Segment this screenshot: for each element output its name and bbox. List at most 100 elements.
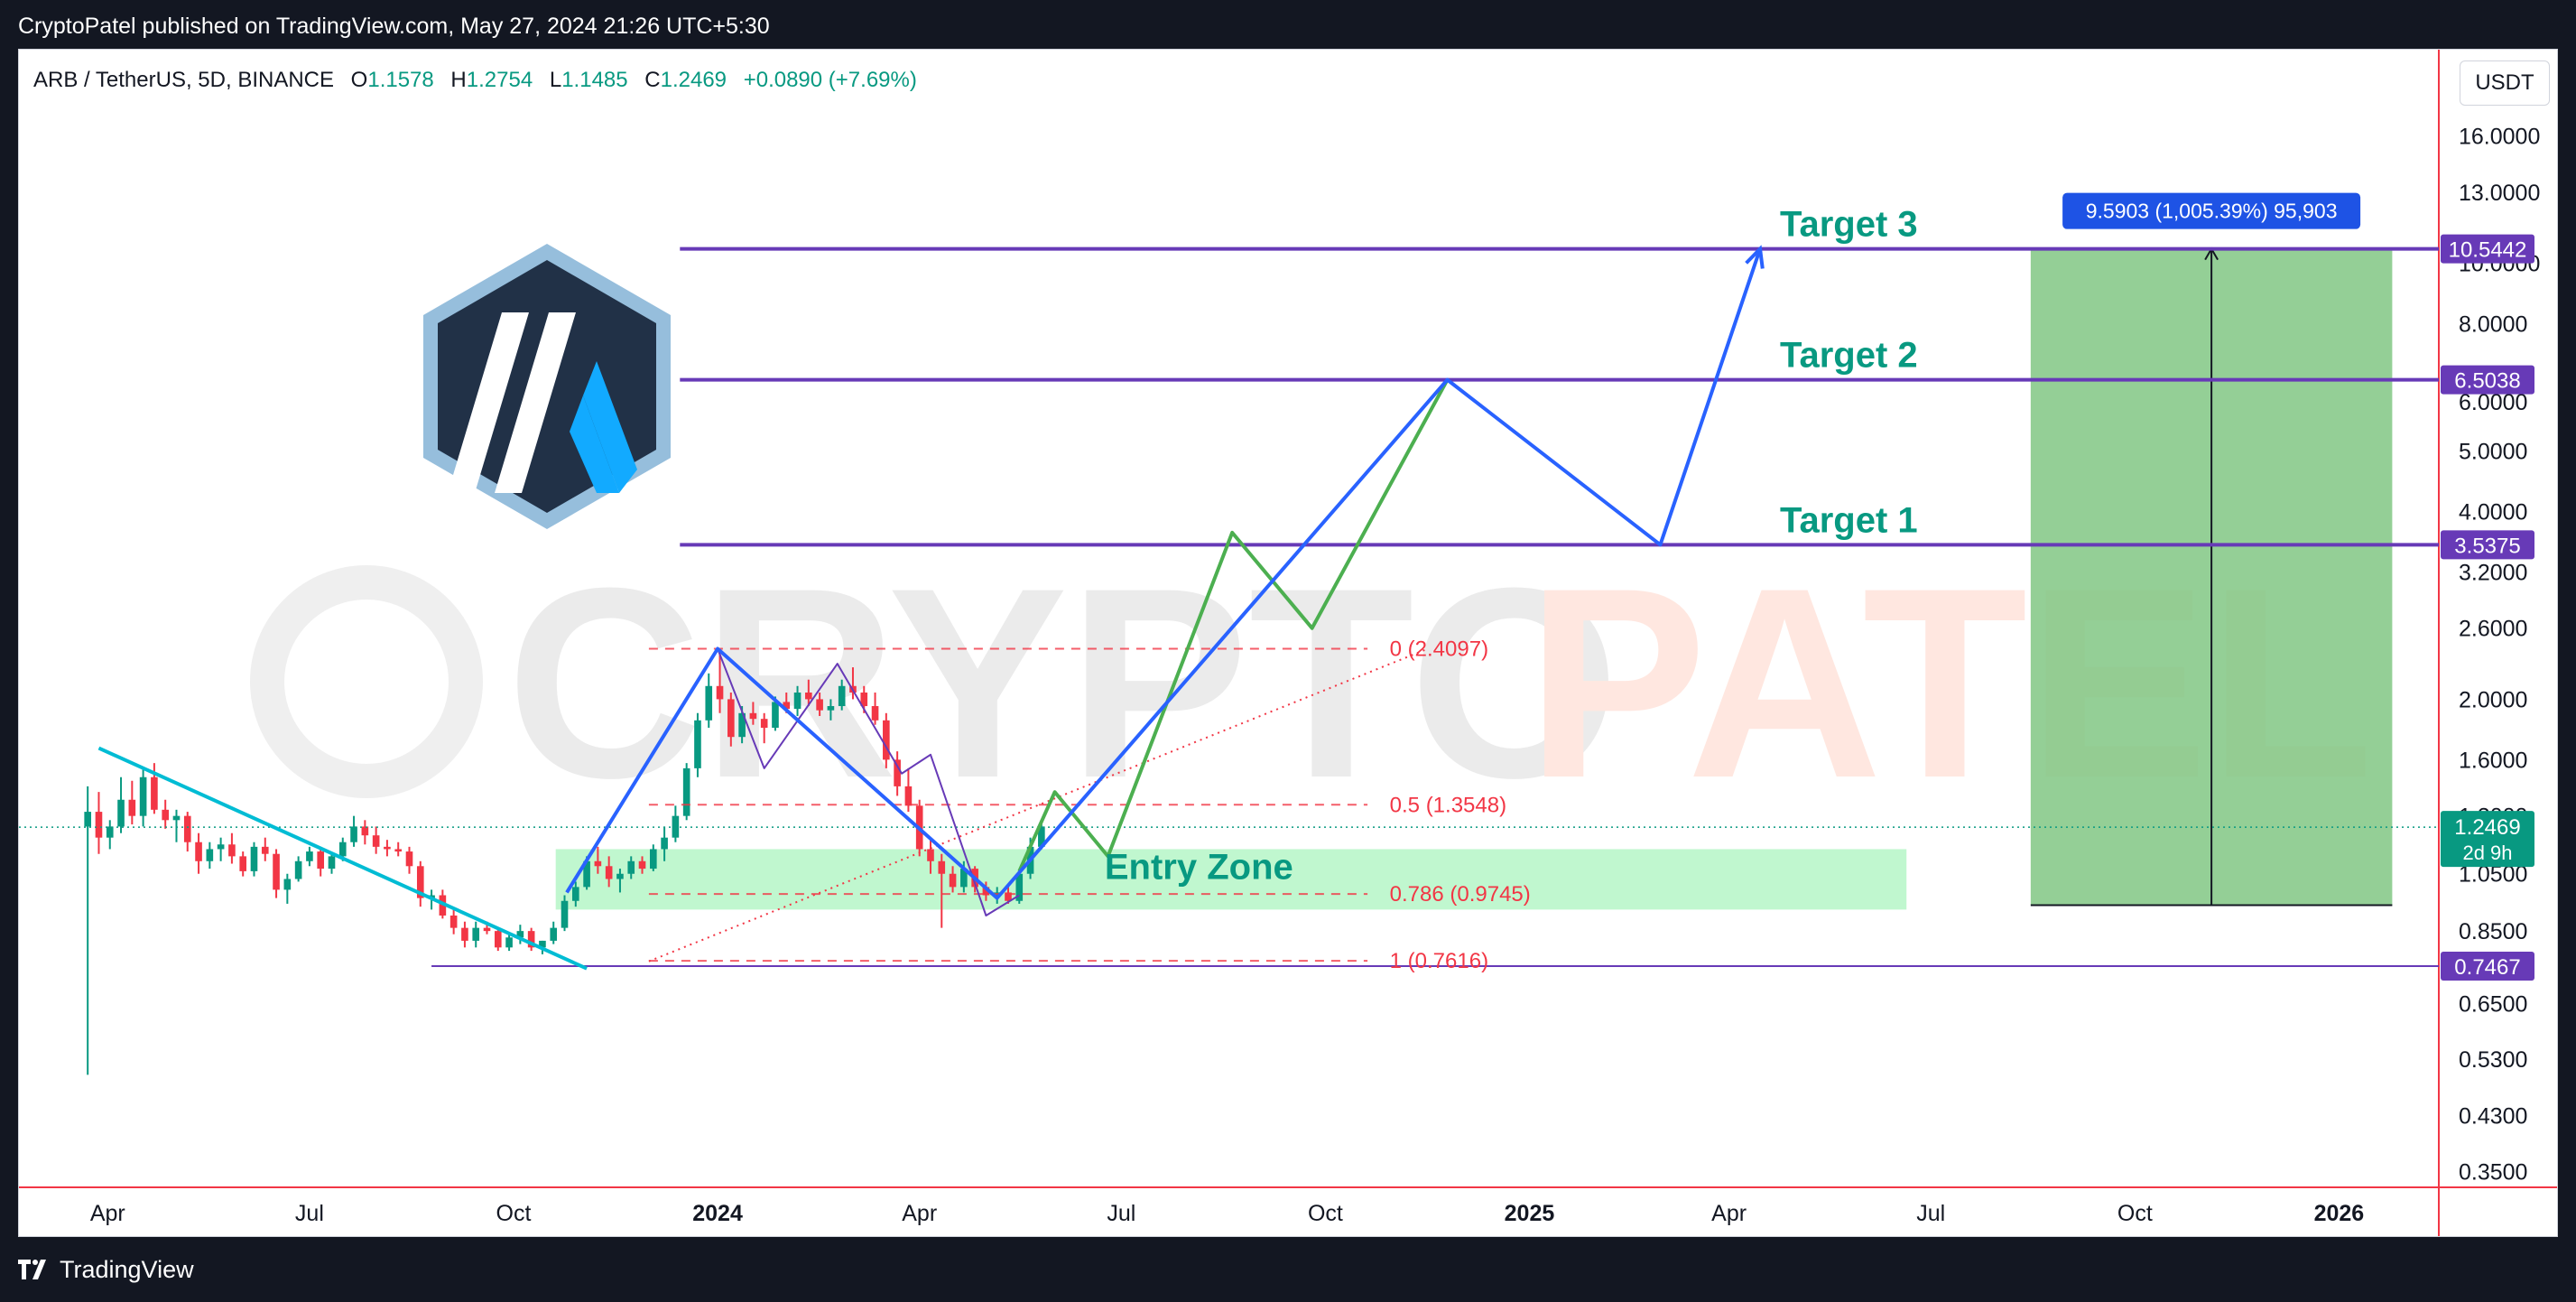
arbitrum-logo-icon	[423, 244, 671, 529]
x-tick-label: Oct	[1308, 1201, 1343, 1226]
measure-label-text: 9.5903 (1,005.39%) 95,903	[2086, 200, 2338, 223]
candle-body	[405, 851, 413, 867]
level-price-label: 0.7467	[2454, 955, 2520, 980]
y-tick-label: 0.4300	[2459, 1104, 2527, 1130]
drawing-layer	[19, 245, 2439, 971]
candle-body	[261, 846, 269, 854]
x-tick-label: Oct	[496, 1201, 532, 1226]
candle-body	[727, 699, 735, 738]
level-price-label: 10.5442	[2449, 238, 2527, 263]
candle-body	[927, 849, 934, 861]
candle-body	[183, 815, 191, 842]
fib-level-label: 0.786 (0.9745)	[1390, 882, 1531, 907]
symbol-name: ARB / TetherUS, 5D, BINANCE	[33, 68, 334, 92]
candle-body	[117, 799, 125, 827]
candle-body	[228, 844, 236, 857]
candle-body	[472, 927, 480, 941]
candle-body	[338, 842, 347, 857]
candle-body	[749, 712, 757, 720]
candle-body	[894, 759, 901, 786]
candle-body	[449, 915, 458, 928]
y-tick-label: 3.2000	[2459, 560, 2527, 585]
candle-body	[772, 702, 779, 729]
y-tick-label: 0.6500	[2459, 992, 2527, 1018]
entry-zone-label: Entry Zone	[1105, 847, 1293, 887]
x-tick-label: Jul	[1916, 1201, 1945, 1226]
candle-body	[195, 842, 202, 861]
candle-body	[162, 809, 169, 821]
target-name-label: Target 1	[1780, 500, 1918, 540]
tradingview-logo-icon	[18, 1260, 46, 1279]
y-tick-label: 2.0000	[2459, 687, 2527, 712]
y-tick-label: 0.3500	[2459, 1159, 2527, 1185]
y-tick-label: 2.6000	[2459, 617, 2527, 642]
candle-body	[871, 706, 879, 721]
candle-body	[783, 702, 791, 710]
candle-body	[139, 777, 147, 816]
candle-body	[273, 853, 280, 890]
candle-body	[527, 931, 535, 948]
x-tick-label: 2024	[692, 1201, 743, 1226]
candle-body	[760, 719, 768, 729]
label-layer: 9.5903 (1,005.39%) 95,903 10.5442 Target 3…	[1105, 192, 2534, 981]
x-tick-label: Oct	[2117, 1201, 2153, 1226]
candle-body	[705, 685, 713, 721]
y-tick-label: 0.8500	[2459, 919, 2527, 944]
candle-body	[95, 812, 103, 838]
y-tick-label: 4.0000	[2459, 499, 2527, 525]
y-tick-label: 5.0000	[2459, 440, 2527, 465]
purple-zigzag-path	[717, 648, 1020, 916]
candle-body	[694, 720, 701, 768]
candle-body	[583, 860, 590, 888]
candle-body	[461, 927, 468, 941]
candle-body	[206, 849, 214, 861]
currency-selector[interactable]: USDT	[2460, 60, 2550, 106]
tradingview-label: TradingView	[60, 1256, 194, 1283]
y-tick-label: 1.6000	[2459, 748, 2527, 773]
candle-body	[616, 873, 624, 879]
price-chart[interactable]: CRYPTO PATEL 16.000013.000010.00008.0000…	[19, 50, 2558, 1237]
candle-body	[605, 866, 613, 879]
candle-body	[306, 851, 313, 861]
candle-body	[483, 927, 491, 932]
current-price-tag	[2441, 811, 2534, 868]
close-label: C	[644, 68, 661, 92]
candle-body	[128, 799, 136, 816]
tradingview-brand[interactable]: TradingView	[18, 1237, 194, 1302]
chart-frame[interactable]: CRYPTO PATEL 16.0000 13.0000 10.0000 8.0000…	[18, 49, 2558, 1237]
fib-level-label: 0 (2.4097)	[1390, 637, 1488, 662]
target-name-label: Target 3	[1780, 205, 1918, 245]
level-price-tag	[2441, 234, 2534, 264]
candle-body	[860, 693, 868, 707]
entry-zone-box	[555, 849, 1907, 910]
low-value: 1.1485	[561, 68, 628, 92]
y-tick-label: 0.5300	[2459, 1047, 2527, 1073]
candle-body	[838, 685, 846, 707]
watermark-crypto: CRYPTO	[506, 531, 1620, 834]
candle-body	[561, 900, 569, 928]
x-tick-label: 2026	[2314, 1201, 2365, 1226]
candle-body	[682, 767, 690, 816]
candle-body	[904, 786, 913, 806]
change-value: +0.0890 (+7.69%)	[743, 68, 917, 92]
high-label: H	[450, 68, 467, 92]
candle-body	[594, 860, 602, 867]
level-price-tag	[2441, 365, 2534, 395]
candle-body	[1038, 826, 1045, 847]
candle-body	[650, 849, 657, 870]
cyan-trendline	[97, 746, 588, 971]
fib-trendline	[648, 648, 1426, 963]
candle-body	[661, 837, 668, 850]
candle-body	[550, 927, 558, 941]
candle-body	[250, 846, 258, 871]
published-text: CryptoPatel published on TradingView.com…	[18, 14, 770, 39]
candle-body	[883, 720, 890, 760]
candle-body	[816, 699, 823, 711]
candle-body	[294, 860, 302, 879]
x-tick-label: Apr	[1711, 1201, 1747, 1226]
candle-body	[505, 937, 513, 948]
fib-level-label: 0.5 (1.3548)	[1390, 793, 1506, 817]
candle-body	[384, 846, 391, 850]
candle-body	[571, 887, 579, 901]
candle-body	[283, 879, 292, 890]
